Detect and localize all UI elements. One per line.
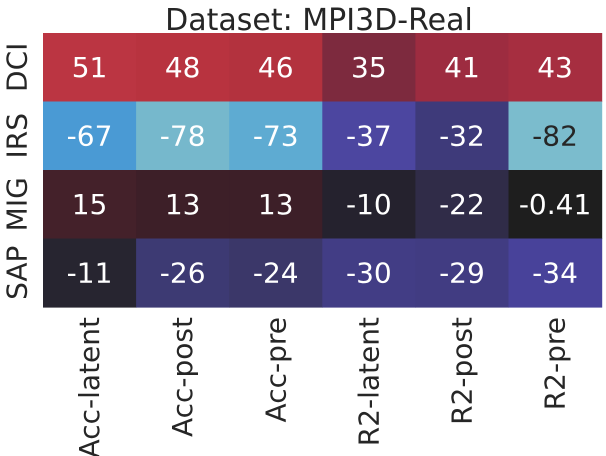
heatmap-cell-sap-r2-latent [322,238,416,308]
column-tick-label-r2-latent: R2-latent [352,317,385,446]
cell-value-label: -67 [67,119,113,152]
heatmap-cell-irs-acc-pre [229,101,323,171]
cell-value-label: 35 [351,51,387,84]
heatmap-cell-dci-r2-latent [322,33,416,103]
column-tick-label-r2-post: R2-post [445,317,478,425]
heatmap-cell-irs-acc-latent [43,101,137,171]
heatmap-cell-sap-acc-pre [229,238,323,308]
cell-value-label: 13 [165,188,201,221]
heatmap-cell-irs-r2-pre [508,101,603,171]
cell-value-label: -34 [532,256,578,289]
heatmap-cell-dci-r2-post [415,33,510,103]
heatmap-cell-dci-acc-latent [43,33,137,103]
heatmap-cell-mig-r2-latent [322,170,416,240]
heatmap-cell-sap-r2-post [415,238,510,308]
cell-value-label: -37 [346,119,392,152]
cell-value-label: 13 [258,188,294,221]
heatmap-cell-mig-acc-latent [43,170,137,240]
cell-value-label: 51 [72,51,108,84]
row-tick-labels: DCI IRS MIG SAP [1,43,34,300]
heatmap-cell-irs-r2-post [415,101,510,171]
row-tick-label-mig: MIG [1,177,34,231]
row-tick-label-sap: SAP [1,246,34,300]
cell-value-label: -32 [439,119,485,152]
cell-value-label: -24 [253,256,299,289]
heatmap-cell-mig-acc-pre [229,170,323,240]
heatmap-cell-mig-r2-pre [508,170,603,240]
heatmap-cell-sap-acc-latent [43,238,137,308]
heatmap-cell-mig-r2-post [415,170,510,240]
cell-value-label: -82 [532,119,578,152]
cell-value-label: -30 [346,256,392,289]
cell-value-label: -0.41 [519,188,591,221]
column-tick-label-acc-latent: Acc-latent [73,317,106,456]
row-tick-label-dci: DCI [1,43,34,92]
heatmap-cell-mig-acc-post [136,170,230,240]
heatmap-cell-sap-r2-pre [508,238,603,308]
cell-value-label: 15 [72,188,108,221]
cell-value-label: 43 [537,51,573,84]
cell-value-label: -10 [346,188,392,221]
heatmap-cell-irs-acc-post [136,101,230,171]
heatmap-cell-irs-r2-latent [322,101,416,171]
heatmap-cells: 51 48 46 35 41 43 -67 -78 -73 -37 -32 -82 15 13 13 -10 -… [43,33,603,308]
column-tick-label-acc-post: Acc-post [166,317,199,437]
cell-value-label: -26 [160,256,206,289]
row-tick-label-irs: IRS [1,113,34,159]
cell-value-label: -11 [67,256,113,289]
cell-value-label: 46 [258,51,294,84]
column-tick-label-acc-pre: Acc-pre [259,317,292,422]
cell-value-label: 41 [444,51,480,84]
heatmap-cell-sap-acc-post [136,238,230,308]
cell-value-label: 48 [165,51,201,84]
cell-value-label: -29 [439,256,485,289]
cell-value-label: -22 [439,188,485,221]
column-tick-labels: Acc-latent Acc-post Acc-pre R2-latent R2-pos… [73,317,572,456]
chart-title: Dataset: MPI3D-Real [165,3,473,38]
heatmap-cell-dci-acc-post [136,33,230,103]
column-tick-label-r2-pre: R2-pre [539,317,572,410]
heatmap-cell-dci-acc-pre [229,33,323,103]
cell-value-label: -78 [160,119,206,152]
cell-value-label: -73 [253,119,299,152]
heatmap-cell-dci-r2-pre [508,33,603,103]
